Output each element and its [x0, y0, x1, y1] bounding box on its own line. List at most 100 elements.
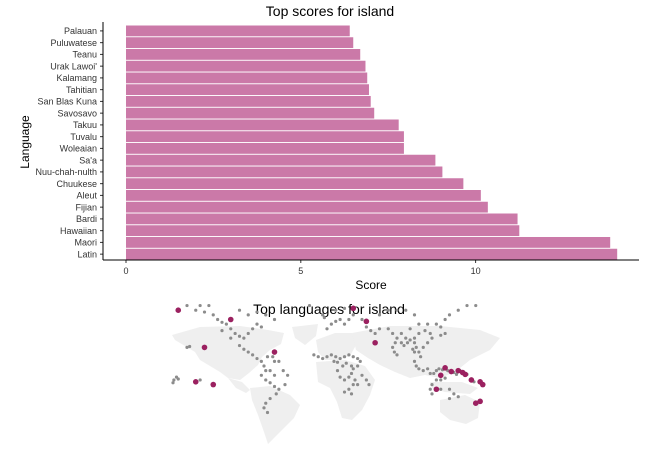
- y-tick-label: Urak Lawoi': [50, 61, 97, 71]
- language-point: [338, 317, 342, 322]
- language-point: [347, 375, 351, 379]
- language-point: [347, 387, 351, 391]
- language-point: [283, 383, 287, 387]
- language-point: [216, 317, 220, 322]
- island-language-point: [210, 381, 217, 388]
- language-point: [426, 341, 430, 345]
- language-point: [229, 336, 233, 340]
- language-point: [286, 373, 290, 377]
- language-point: [347, 317, 351, 322]
- y-tick-label: Tuvalu: [70, 132, 97, 142]
- language-point: [408, 327, 412, 331]
- language-point: [356, 356, 360, 361]
- language-point: [198, 303, 202, 308]
- language-point: [198, 378, 202, 382]
- language-point: [412, 313, 417, 317]
- language-point: [264, 401, 268, 405]
- language-point: [265, 410, 270, 415]
- language-point: [443, 376, 447, 380]
- bar: [126, 60, 366, 72]
- language-point: [268, 381, 272, 385]
- language-point: [272, 359, 277, 363]
- land-australia: [440, 395, 480, 424]
- language-point: [434, 369, 438, 373]
- language-point: [188, 344, 192, 349]
- language-point: [437, 367, 441, 371]
- language-point: [242, 336, 246, 340]
- island-language-point: [201, 344, 208, 351]
- language-point: [332, 359, 336, 363]
- language-point: [312, 353, 316, 357]
- island-language-point: [192, 379, 199, 385]
- language-point: [271, 355, 275, 359]
- language-point: [268, 396, 272, 401]
- x-ticks: 0 5 10: [123, 260, 481, 276]
- language-point: [242, 347, 246, 351]
- map-chart: Top languages for island: [171, 301, 500, 444]
- bar: [126, 237, 611, 248]
- bar: [126, 131, 404, 143]
- language-point: [412, 341, 417, 345]
- y-tick-label: Bardi: [76, 214, 97, 224]
- language-point: [456, 308, 460, 312]
- language-point: [447, 396, 452, 401]
- language-point: [447, 313, 452, 317]
- y-tick-label: Fijian: [75, 202, 97, 212]
- language-point: [207, 303, 211, 308]
- bar-chart-title: Top scores for island: [266, 3, 394, 19]
- language-point: [338, 356, 342, 361]
- language-point: [202, 310, 207, 314]
- language-point: [447, 387, 452, 391]
- island-language-point: [468, 377, 475, 383]
- language-point: [237, 308, 242, 312]
- language-point: [172, 378, 176, 382]
- language-point: [421, 369, 425, 373]
- language-point: [369, 329, 373, 333]
- language-point: [421, 345, 425, 349]
- highlight-points: [175, 305, 486, 407]
- land-africa: [316, 360, 375, 420]
- language-point: [404, 336, 408, 340]
- land-greenland: [292, 324, 318, 345]
- y-tick-label: Tahitian: [66, 85, 97, 95]
- y-tick-label: Woleaian: [60, 144, 97, 154]
- island-language-point: [479, 381, 486, 388]
- language-point: [395, 308, 399, 312]
- language-point: [268, 369, 272, 373]
- y-tick-label: Maori: [74, 238, 97, 248]
- language-point: [338, 375, 342, 379]
- language-point: [255, 310, 259, 314]
- land-indonesia: [430, 382, 478, 394]
- language-point: [443, 317, 447, 322]
- land-europe: [316, 333, 356, 360]
- land-north-america: [172, 326, 284, 380]
- x-tick-label: 5: [298, 266, 303, 276]
- island-language-point: [448, 368, 455, 375]
- language-point: [171, 381, 175, 385]
- language-point: [386, 327, 390, 331]
- language-point: [334, 319, 338, 323]
- y-tick-label: San Blas Kuna: [37, 97, 97, 107]
- language-point: [334, 308, 338, 312]
- y-tick-label: Puluwatese: [50, 38, 97, 48]
- bar: [126, 37, 354, 49]
- language-point: [274, 392, 278, 396]
- language-point: [329, 322, 333, 326]
- language-point: [229, 327, 233, 331]
- language-point: [474, 303, 478, 308]
- language-point: [358, 359, 362, 363]
- language-point: [246, 331, 250, 336]
- language-point: [392, 350, 396, 354]
- language-point: [426, 367, 430, 371]
- language-point: [259, 359, 263, 363]
- language-point: [417, 322, 421, 326]
- language-point: [428, 387, 432, 391]
- language-point: [334, 355, 338, 359]
- language-point: [395, 336, 399, 340]
- language-point: [393, 341, 397, 345]
- island-language-point: [271, 349, 278, 355]
- language-point: [264, 313, 268, 317]
- bar-chart: Top scores for island Palauan Puluwatese T…: [18, 3, 639, 292]
- bars: [126, 25, 618, 260]
